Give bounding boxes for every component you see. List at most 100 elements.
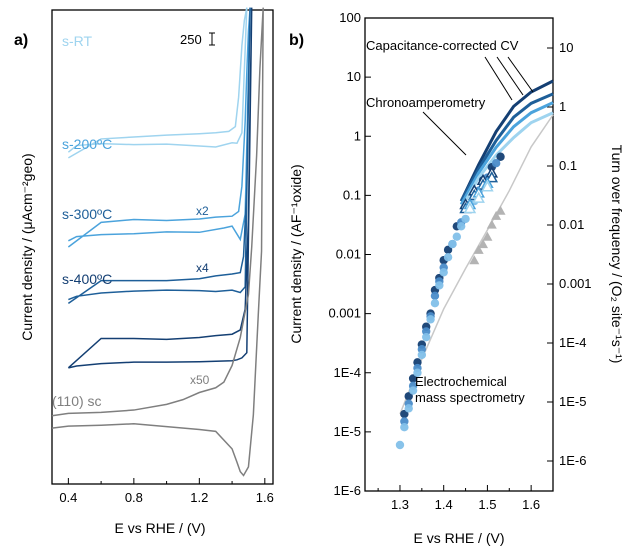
panel-a: a) 0.4 0.8 1.2 1.6 s-RT s-200ºC s-300ºC x2 s-40… <box>14 7 274 536</box>
series-label-1: s-200ºC <box>62 136 112 152</box>
ems-point-2 <box>448 239 457 249</box>
ems-point-2 <box>404 404 413 413</box>
series-label-2: s-300ºC <box>62 206 112 222</box>
ems-point-2 <box>426 315 435 324</box>
ems-point-2 <box>439 268 448 277</box>
annotation-chrono: Chronoamperometry <box>366 95 486 110</box>
panel-b-y-tick-label: 100 <box>339 10 361 25</box>
cv-line-1 <box>459 92 554 202</box>
panel-b-x-tick-label: 1.3 <box>391 497 409 512</box>
grey-triangle-point <box>469 255 480 265</box>
panel-b-y-right-tick-label: 1E-5 <box>559 394 586 409</box>
panel-a-x-axis: 0.4 0.8 1.2 1.6 <box>59 478 274 505</box>
ems-point-0 <box>404 392 413 401</box>
multiplier-label-3: x4 <box>196 261 209 275</box>
ems-point-2 <box>408 386 418 395</box>
panel-b-y-right-tick-label: 1E-6 <box>559 453 586 468</box>
grey-triangle-point <box>478 239 489 249</box>
panel-a-y-label: Current density / (μAcm⁻²geo) <box>19 153 35 340</box>
panel-b-y-right-label: Turn over frequency / (O₂ site⁻¹s⁻¹) <box>609 145 625 364</box>
grey-triangle-point <box>482 231 493 241</box>
ems-point-2 <box>422 332 431 342</box>
panel-a-series-labels: s-RT s-200ºC s-300ºC x2 s-400ºC x4 (110) sc x50 <box>52 33 210 409</box>
chrono-point-3 <box>481 180 494 192</box>
chrono-point-1 <box>485 171 499 183</box>
panel-b-data-points <box>395 152 506 450</box>
grey-triangle-point <box>495 205 506 215</box>
ems-point-2 <box>435 281 444 290</box>
panel-b-y-tick-label: 0.01 <box>336 247 361 262</box>
panel-a-x-tick-label: 0.4 <box>59 490 77 505</box>
cv-curve-series-3 <box>67 7 253 369</box>
panel-b-y-tick-label: 10 <box>347 69 361 84</box>
panel-b-y-right-tick-label: 0.01 <box>559 217 584 232</box>
ems-point-2 <box>413 368 422 377</box>
multiplier-label-2: x2 <box>196 204 209 218</box>
ems-point-0 <box>400 409 409 419</box>
grey-triangle-point <box>491 210 502 220</box>
ems-point-0 <box>408 374 418 383</box>
panel-a-x-tick-label: 0.8 <box>125 490 143 505</box>
ems-point-0 <box>443 245 453 255</box>
panel-b-label: b) <box>289 32 304 49</box>
panel-b-y-tick-label: 1E-5 <box>334 424 361 439</box>
ems-point-1 <box>491 159 501 168</box>
panel-b-y-right-tick-label: 0.001 <box>559 276 592 291</box>
cv-curve-series-4 <box>51 7 264 477</box>
chrono-point-3 <box>463 201 477 214</box>
panel-b-y-right-tick-label: 1 <box>559 99 566 114</box>
panel-b-annotations <box>422 56 534 156</box>
panel-b-x-label: E vs RHE / (V) <box>413 530 504 546</box>
panel-b-y-tick-label: 1E-4 <box>334 365 361 380</box>
grey-triangle-point <box>486 219 497 229</box>
panel-b-y-right-tick-label: 1E-4 <box>559 335 586 350</box>
multiplier-label-4: x50 <box>190 373 210 387</box>
panel-a-x-tick-label: 1.2 <box>190 490 208 505</box>
ems-point-0 <box>496 152 505 161</box>
panel-b-y-tick-label: 0.001 <box>328 306 361 321</box>
ems-point-2 <box>461 214 470 224</box>
scale-bar-label: 250 <box>180 32 202 47</box>
panel-a-label: a) <box>14 32 28 49</box>
cv-line-0 <box>459 79 554 202</box>
panel-b-frame <box>364 17 554 492</box>
panel-b-y-tick-label: 1 <box>354 128 361 143</box>
panel-b-x-tick-label: 1.6 <box>522 497 540 512</box>
panel-b-axes: 1.3 1.4 1.5 1.61001010.10.010.0011E-41E-51E… <box>328 10 591 512</box>
ems-point-2 <box>452 232 462 241</box>
ems-point-1 <box>430 291 440 301</box>
panel-b: b) 1.3 1.4 1.5 1.6 100 10 1 0.1 0.01 0.001 1E-4 1E-… <box>288 10 625 546</box>
panel-a-frame <box>51 9 274 485</box>
series-label-4: (110) sc <box>52 393 102 409</box>
cv-line-4 <box>399 114 554 415</box>
annotation-ems-line1: Electrochemical <box>415 374 507 389</box>
panel-b-y-right-tick-label: 10 <box>559 40 573 55</box>
ems-point-2 <box>430 299 440 308</box>
panel-b-y-tick-label: 1E-6 <box>334 483 361 498</box>
ems-point-2 <box>417 350 427 360</box>
ems-point-2 <box>456 222 466 231</box>
ems-point-2 <box>395 440 405 450</box>
cv-curve-series-1 <box>67 7 251 248</box>
cv-line-2 <box>459 101 554 206</box>
panel-b-x-tick-label: 1.4 <box>435 497 453 512</box>
ems-point-2 <box>400 422 409 432</box>
panel-a-curves <box>51 7 264 477</box>
panel-b-cv-lines <box>399 79 554 415</box>
cv-curve-series-0 <box>67 7 248 159</box>
cv-curve-series-2 <box>67 7 251 305</box>
scale-bar <box>209 32 215 46</box>
panel-b-y-tick-label: 0.1 <box>343 187 361 202</box>
panel-a-x-label: E vs RHE / (V) <box>114 520 205 536</box>
ems-point-2 <box>443 253 453 262</box>
series-label-3: s-400ºC <box>62 271 112 287</box>
panel-b-y-label: Current density / (AF⁻¹oxide) <box>288 164 304 343</box>
annotation-cv: Capacitance-corrected CV <box>366 38 519 53</box>
chrono-point-3 <box>472 191 485 203</box>
cv-line-3 <box>459 111 554 210</box>
panel-b-y-right-tick-label: 0.1 <box>559 158 577 173</box>
series-label-0: s-RT <box>62 33 93 49</box>
annotation-ems-line2: mass spectrometry <box>415 390 525 405</box>
panel-b-x-tick-label: 1.5 <box>478 497 496 512</box>
